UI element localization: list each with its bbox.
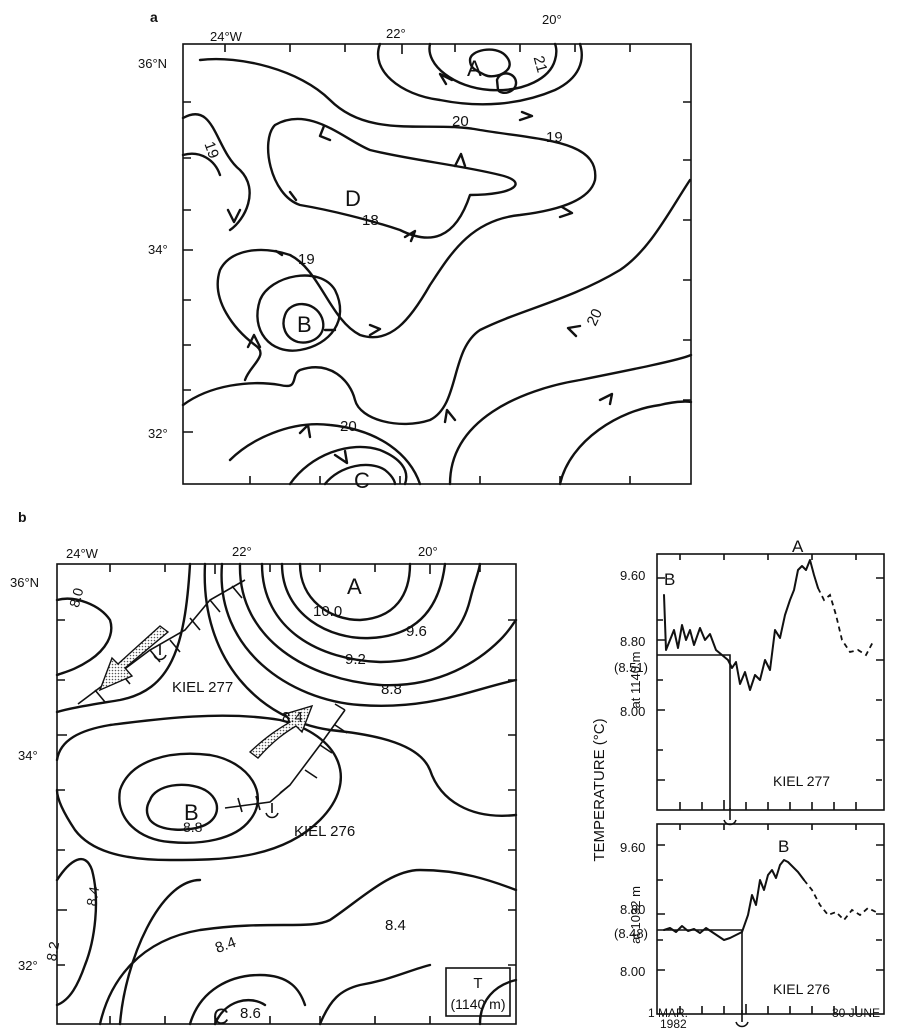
ts-top-series-dashed: [818, 588, 874, 655]
mooring-label-277: KIEL 277: [172, 679, 233, 696]
panel-b-contour-label: 8.2: [43, 940, 62, 962]
panel-a-map: a 24°W 22° 20° 36°N 34° 32° 19 20 19 18: [138, 9, 691, 493]
panel-a-contour-label: 18: [362, 212, 379, 229]
panel-a-contour: [560, 402, 691, 484]
panel-b-contour-label: 8.4: [282, 709, 303, 726]
panel-a-contour: [268, 119, 515, 238]
timeseries-bottom: 9.60 8.80 (8.48) 8.00 at 1032 m B KIEL 2…: [614, 824, 884, 1028]
ts-top-ylabel: at 1140 m: [628, 652, 643, 709]
ts-bottom-station: KIEL 276: [773, 981, 830, 997]
legend-symbol: T: [473, 975, 482, 992]
panel-a-lat-34: 34°: [148, 242, 168, 257]
panel-a-contour: [290, 447, 406, 484]
panel-a-lon-22: 22°: [386, 26, 406, 41]
panel-b-feature-B: B: [184, 800, 199, 825]
panel-b-lat-36: 36°N: [10, 575, 39, 590]
panel-a-lat-32: 32°: [148, 426, 168, 441]
ts-bottom-mark-B: B: [778, 837, 789, 856]
panel-b-lat-32: 32°: [18, 958, 38, 973]
panel-b-map: b 24°W 22° 20° 36°N 34° 32°: [10, 509, 516, 1028]
panel-a-letter: a: [150, 9, 158, 25]
panel-b-feature-C: C: [213, 1004, 229, 1028]
panel-a-ticks: [183, 44, 691, 484]
panel-b-contour-label: 9.6: [406, 623, 427, 640]
panel-b-contour-label: 8.6: [240, 1005, 261, 1022]
ts-top-ticks: [657, 554, 884, 810]
panel-a-contour: [200, 59, 595, 380]
panel-b-lon-22: 22°: [232, 544, 252, 559]
panel-b-contour: [120, 880, 200, 1024]
panel-b-contour-label: 8.8: [381, 681, 402, 698]
ts-bottom-xend: 30 JUNE: [832, 1006, 880, 1020]
ts-top-mark-B: B: [664, 570, 675, 589]
ts-bottom-ytick: 9.60: [620, 840, 645, 855]
panel-a-contour-label: 19: [298, 251, 315, 268]
panel-a-contour-label: 20: [452, 113, 469, 130]
panel-a-feature-D: D: [345, 186, 361, 211]
panel-a-contour-label: 20: [584, 306, 606, 328]
panel-a-contour-label: 20: [340, 418, 357, 435]
panel-b-contour: [262, 564, 480, 662]
panel-b-contour-label: 8.0: [66, 586, 87, 609]
panel-a-frame: [183, 44, 691, 484]
panel-b-contour: [320, 965, 430, 1024]
ts-bottom-reference: [657, 930, 742, 1014]
panel-b-contour-label: 9.2: [345, 651, 366, 668]
ts-bottom-frame: [657, 824, 884, 1014]
ts-top-ytick: 8.80: [620, 634, 645, 649]
panel-b-contour: [57, 859, 96, 1005]
panel-b-contour-label: 8.4: [213, 934, 238, 957]
anchor-icon: [266, 803, 278, 818]
panel-b-contour-label: 8.4: [385, 917, 406, 934]
ts-top-ytick: 9.60: [620, 568, 645, 583]
panel-b-contour-label: 8.4: [83, 885, 102, 907]
legend-depth: (1140 m): [451, 996, 506, 1012]
panel-a-contour: [450, 355, 691, 484]
panel-a-lon-20: 20°: [542, 12, 562, 27]
shared-ylabel: TEMPERATURE (°C): [591, 718, 608, 861]
ts-bottom-series: [664, 860, 804, 940]
panel-a-feature-C: C: [354, 468, 370, 493]
panel-b-contour: [147, 785, 217, 830]
panel-a-contour-label: 19: [546, 129, 563, 146]
panel-b-lon-20: 20°: [418, 544, 438, 559]
ts-bottom-ytick: 8.00: [620, 964, 645, 979]
mooring-label-276: KIEL 276: [294, 823, 355, 840]
panel-a-lon-24: 24°W: [210, 29, 243, 44]
ts-top-station: KIEL 277: [773, 773, 830, 789]
panel-b-feature-A: A: [347, 574, 362, 599]
panel-b-contour: [57, 599, 111, 675]
ts-bottom-ylabel: at 1032 m: [628, 886, 643, 944]
panel-a-feature-A: A: [467, 56, 482, 81]
panel-a-lat-36: 36°N: [138, 56, 167, 71]
panel-b-lat-34: 34°: [18, 748, 38, 763]
ts-top-series: [664, 560, 818, 690]
ts-bottom-ticks: [657, 824, 884, 1014]
panel-b-ticks: [57, 564, 516, 1024]
ts-top-mark-A: A: [792, 537, 804, 556]
panel-b-lon-24: 24°W: [66, 546, 99, 561]
ts-top-frame: [657, 554, 884, 810]
panel-b-frame: [57, 564, 516, 1024]
ts-bottom-series-dashed: [804, 880, 876, 920]
panel-b-letter: b: [18, 509, 27, 525]
ts-bottom-xyear: 1982: [660, 1017, 687, 1028]
ts-top-reference: [657, 655, 730, 810]
panel-b-contour-label: 10.0: [313, 603, 342, 620]
timeseries-top: 9.60 8.80 (8.51) 8.00 at 1140 m B A KIEL…: [614, 537, 884, 825]
panel-a-feature-B: B: [297, 312, 312, 337]
